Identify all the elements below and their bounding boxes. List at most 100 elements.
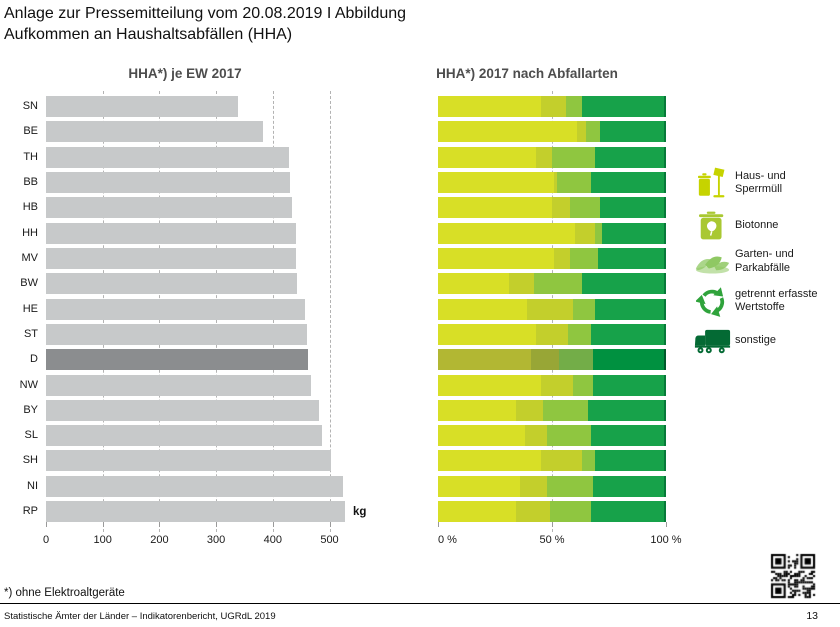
waste-bin-and-lamp-icon [692,166,732,200]
bar-segment [542,399,589,421]
bar-segment [599,121,664,143]
bar-segment [438,450,541,472]
bar-NI [46,475,344,497]
bar-segment [663,146,666,168]
legend-label: sonstige [735,334,776,347]
axis-tick [216,522,218,527]
page-title: Anlage zur Pressemitteilung vom 20.08.20… [4,3,406,45]
axis-tick-label: 200 [150,534,169,546]
stack-row-SN [438,96,666,117]
page-title-line1: Anlage zur Pressemitteilung vom 20.08.20… [4,5,407,22]
bar-segment [595,146,664,168]
leaves-icon [692,250,732,274]
bar-segment [663,501,666,523]
bar-segment [663,298,666,320]
bar-segment [663,399,666,421]
page-title-line2: Aufkommen an Haushaltsabfällen (HHA) [4,26,293,43]
state-label: D [30,353,38,366]
bar-segment [536,146,552,168]
bar-segment [540,450,582,472]
left-bar-chart [46,91,392,532]
bar-segment [577,121,587,143]
axis-tick-label: 100 % [650,534,682,546]
bar-segment [663,349,666,371]
stack-row-BB [438,171,666,193]
stack-row-ST [438,323,666,345]
stack-row-TH [438,146,666,168]
legend-item-biotonne: Biotonne [692,211,778,241]
legend-item-sonstige: sonstige [692,328,776,354]
bar-BW [46,273,298,295]
right-stacked-bar-chart [438,91,667,532]
bar-segment [438,425,525,447]
bar-segment [558,349,594,371]
state-label: TH [23,150,38,163]
bar-segment [438,374,541,396]
axis-tick-label: 500 [320,534,339,546]
legend-item-garten-parkabfaelle: Garten- und Parkabfälle [692,248,794,275]
bar-segment [593,374,664,396]
bar-segment [547,425,591,447]
bar-segment [536,323,568,345]
stack-row-HE [438,298,666,320]
bar-segment [554,247,571,269]
bar-MV [46,247,296,269]
source-credit: Statistische Ämter der Länder – Indikato… [4,611,276,622]
axis-tick [102,522,104,527]
bar-segment [663,273,666,295]
bar-segment [438,399,516,421]
bar-segment [597,247,664,269]
axis-tick-label: 50 % [539,534,565,546]
bar-HE [46,298,305,320]
bar-segment [586,121,600,143]
bar-segment [515,501,550,523]
bar-segment [551,146,596,168]
stack-row-HB [438,197,666,219]
axis-tick [159,522,161,527]
bar-segment [593,475,664,497]
bar-HB [46,197,292,219]
bar-segment [438,273,509,295]
left-chart-category-labels: SN BE TH BB HB HH MV BW HE ST D NW BY SL SH NI RP [0,96,38,527]
bar-HH [46,222,296,244]
bar-segment [570,197,600,219]
bar-SL [46,425,323,447]
state-label: HE [22,302,38,315]
recycle-icon [692,285,732,317]
bar-segment [663,475,666,497]
bar-segment [438,501,516,523]
state-label: HB [22,201,38,214]
state-label: HH [22,226,38,239]
left-chart-unit-label: kg [353,506,367,518]
state-label: NW [19,378,38,391]
stack-row-BY [438,399,666,421]
bar-segment [438,349,532,371]
stack-row-D [438,349,666,371]
bar-segment [572,298,596,320]
bar-BE [46,121,263,143]
axis-tick [272,522,274,527]
state-label: MV [21,251,39,264]
bar-segment [590,425,664,447]
stack-row-SL [438,425,666,447]
footer-divider [0,603,840,604]
bar-segment [595,298,664,320]
bar-segment [663,323,666,345]
bar-TH [46,146,289,168]
bar-segment [515,399,543,421]
bar-segment [572,374,594,396]
bar-SH [46,450,332,472]
bar-segment [663,197,666,219]
bar-segment [438,171,555,193]
bar-segment [595,222,603,244]
bar-segment [590,501,664,523]
bar-segment [524,425,548,447]
stack-row-SH [438,450,666,472]
bar-ST [46,323,307,345]
bar-BY [46,399,319,421]
bar-segment [554,171,557,193]
bar-segment [590,171,664,193]
bar-segment [520,475,548,497]
bar-segment [552,197,571,219]
left-chart-x-axis: 0 100 200 300 400 500 [43,534,392,548]
